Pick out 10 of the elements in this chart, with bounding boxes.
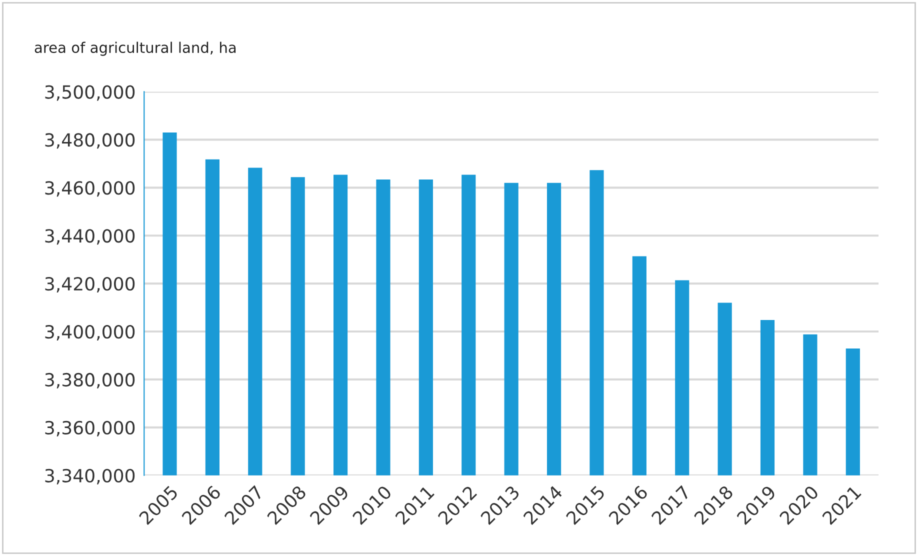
y-tick-label: 3,360,000 <box>45 420 135 436</box>
y-tick-label: 3,480,000 <box>45 133 135 149</box>
y-tick-label: 3,460,000 <box>45 181 135 197</box>
y-tick-label: 3,400,000 <box>45 324 135 340</box>
y-axis-title: area of agricultural land, ha <box>34 42 236 56</box>
y-tick-label: 3,340,000 <box>45 468 135 484</box>
y-tick-label: 3,420,000 <box>45 277 135 293</box>
y-tick-label: 3,380,000 <box>45 372 135 388</box>
y-tick-label: 3,440,000 <box>45 229 135 245</box>
y-tick-label: 3,500,000 <box>45 85 135 101</box>
